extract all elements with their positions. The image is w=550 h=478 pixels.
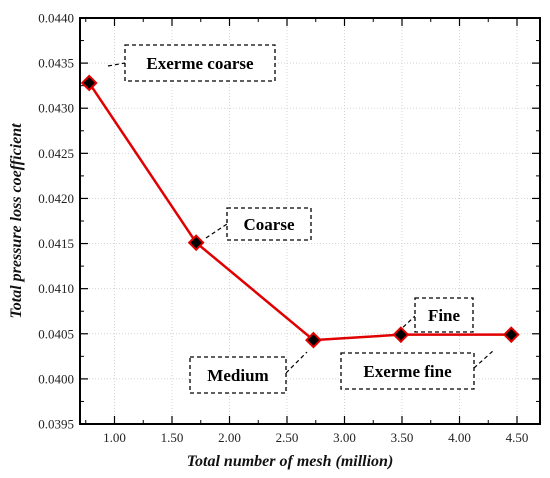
series-markers (80, 74, 520, 349)
x-tick-label: 2.00 (218, 430, 241, 445)
x-tick-label: 3.50 (391, 430, 414, 445)
y-tick-label: 0.0410 (38, 281, 74, 296)
x-tick-label: 1.00 (103, 430, 126, 445)
x-tick-label: 1.50 (161, 430, 184, 445)
annotation-label: Medium (207, 366, 268, 385)
annotation-box (414, 297, 474, 333)
annotation-label: Fine (428, 306, 461, 325)
annotation-box (189, 356, 287, 394)
annotation-box (340, 352, 475, 390)
data-marker (305, 331, 322, 349)
y-tick-label: 0.0425 (38, 146, 74, 161)
y-tick-label: 0.0430 (38, 101, 74, 116)
y-tick-label: 0.0405 (38, 326, 74, 341)
annotation-label: Exerme fine (363, 362, 452, 381)
y-tick-label: 0.0400 (38, 371, 74, 386)
y-tick-label: 0.0440 (38, 11, 74, 26)
data-marker (80, 74, 98, 92)
data-marker (187, 234, 205, 252)
y-tick-label: 0.0395 (38, 417, 74, 432)
annotation-box (124, 44, 276, 82)
x-axis-ticks: 1.00 1.50 2.00 2.50 3.00 3.50 4.00 4.50 (85, 18, 529, 445)
y-tick-label: 0.0420 (38, 191, 74, 206)
data-marker (502, 326, 520, 344)
annotation-label: Coarse (244, 215, 295, 234)
y-tick-label: 0.0415 (38, 236, 74, 251)
x-axis-title: Total number of mesh (million) (187, 453, 394, 470)
annotation-leader (473, 349, 495, 369)
x-tick-label: 4.50 (506, 430, 529, 445)
y-tick-label: 0.0435 (38, 56, 74, 71)
x-tick-label: 2.50 (276, 430, 299, 445)
annotation-leader (205, 223, 228, 239)
annotation-leader (107, 62, 126, 67)
annotation-label: Exerme coarse (146, 54, 254, 73)
y-axis-title: Total pressure loss coefficient (8, 123, 25, 319)
annotation-box (226, 207, 312, 241)
annotations: Exerme coarse Coarse Medium Fine Exerme fine (124, 44, 475, 394)
x-tick-label: 3.00 (333, 430, 356, 445)
x-tick-label: 4.00 (448, 430, 471, 445)
y-axis-ticks: 0.0395 0.0400 0.0405 0.0410 0.0415 0.0420 0.04… (38, 11, 540, 432)
annotation-leader (285, 351, 308, 374)
data-marker (392, 326, 410, 344)
